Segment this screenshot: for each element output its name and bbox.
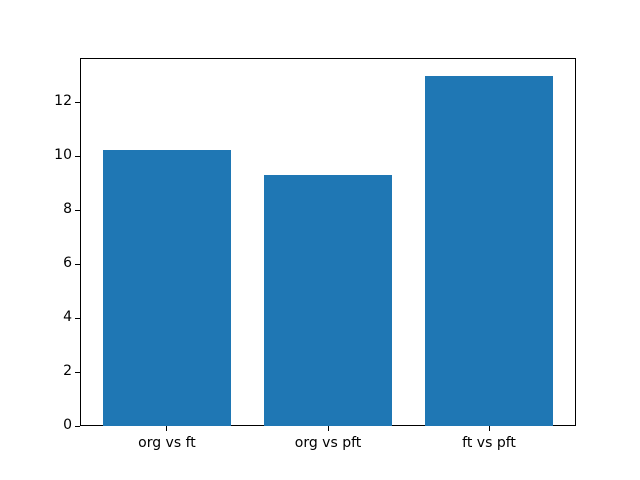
y-tick-mark bbox=[75, 101, 80, 103]
x-tick-label: org vs ft bbox=[138, 435, 196, 451]
x-tick-label: org vs pft bbox=[294, 435, 362, 451]
y-tick-mark bbox=[75, 371, 80, 373]
x-tick-label: ft vs pft bbox=[462, 435, 516, 451]
y-tick-label: 10 bbox=[54, 147, 72, 164]
y-tick-mark bbox=[75, 155, 80, 157]
x-tick-mark bbox=[166, 426, 168, 431]
y-tick-label: 2 bbox=[63, 363, 72, 380]
bar-org-vs-ft bbox=[102, 149, 232, 426]
y-tick-mark bbox=[75, 263, 80, 265]
bar-org-vs-pft bbox=[263, 175, 393, 426]
y-tick-label: 0 bbox=[63, 417, 72, 433]
y-tick-label: 4 bbox=[63, 309, 72, 326]
x-tick-mark bbox=[327, 426, 329, 431]
y-tick-mark bbox=[75, 209, 80, 211]
y-tick-label: 6 bbox=[63, 255, 72, 272]
y-tick-mark bbox=[75, 425, 80, 427]
y-tick-label: 8 bbox=[63, 201, 72, 218]
x-tick-mark bbox=[488, 426, 490, 431]
y-tick-label: 12 bbox=[54, 93, 72, 110]
y-tick-mark bbox=[75, 317, 80, 319]
bar-ft-vs-pft bbox=[424, 75, 554, 426]
